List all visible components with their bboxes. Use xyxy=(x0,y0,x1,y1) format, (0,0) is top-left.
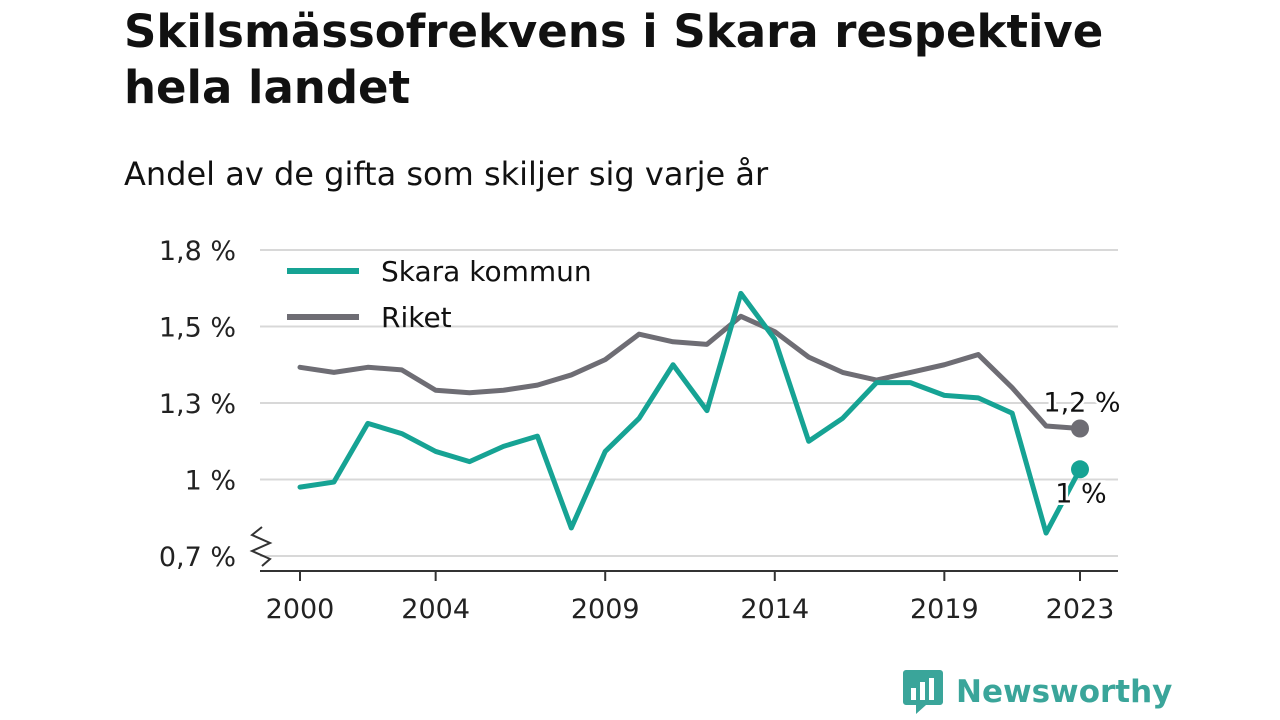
brand-name: Newsworthy xyxy=(956,674,1173,710)
x-tick-label: 2000 xyxy=(266,594,335,625)
y-tick-label: 0,7 % xyxy=(159,542,236,573)
x-tick-label: 2009 xyxy=(571,594,640,625)
series-line xyxy=(297,313,1083,431)
y-tick-label: 1,3 % xyxy=(159,389,236,420)
axis-break-icon xyxy=(249,526,273,567)
legend-label: Riket xyxy=(381,301,452,334)
y-tick-label: 1 % xyxy=(185,466,236,497)
newsworthy-logo-icon xyxy=(903,670,943,714)
x-tick-label: 2014 xyxy=(740,594,809,625)
series-end-point xyxy=(1071,419,1089,438)
y-tick-label: 1,8 % xyxy=(159,236,236,267)
x-tick-label: 2023 xyxy=(1046,594,1115,625)
chart-subtitle: Andel av de gifta som skiljer sig varje … xyxy=(124,155,769,193)
x-tick-label: 2004 xyxy=(401,594,470,625)
y-tick-label: 1,5 % xyxy=(159,313,236,344)
chart-title: Skilsmässofrekvens i Skara respektive he… xyxy=(124,5,1104,114)
series-line xyxy=(297,290,1083,536)
legend-label: Skara kommun xyxy=(381,255,592,288)
series-end-label: 1,2 % xyxy=(1043,388,1120,419)
series-end-point xyxy=(1071,460,1089,479)
brand-logo: Newsworthy xyxy=(902,668,1172,716)
x-tick-label: 2019 xyxy=(910,594,979,625)
series-end-label: 1 % xyxy=(1055,478,1106,509)
